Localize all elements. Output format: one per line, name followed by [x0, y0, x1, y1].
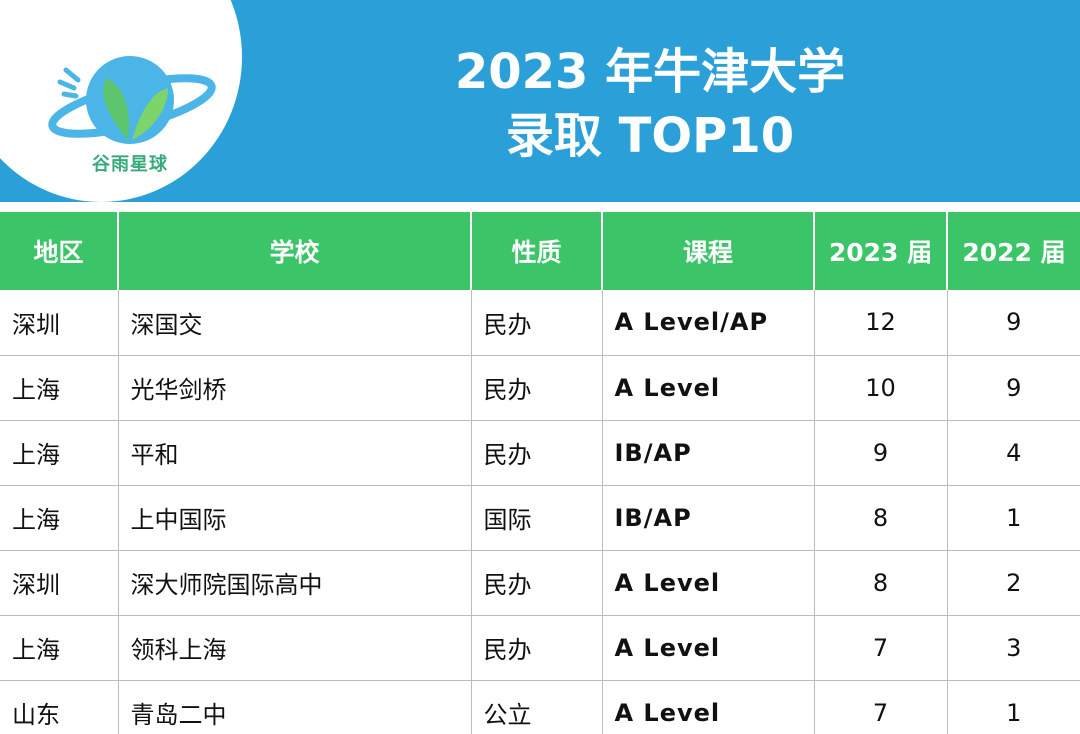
cell-course: A Level [602, 355, 815, 421]
cell-course: IB/AP [602, 420, 815, 486]
cell-region: 深圳 [0, 550, 119, 616]
title-line-2: 录取 TOP10 [505, 108, 795, 164]
header-type: 性质 [471, 212, 603, 290]
cell-region: 上海 [0, 355, 119, 421]
cell-type: 公立 [471, 680, 603, 734]
cell-region: 上海 [0, 615, 119, 681]
cell-school: 深大师院国际高中 [118, 550, 472, 616]
cell-type: 国际 [471, 485, 603, 551]
cell-course: A Level [602, 550, 815, 616]
cell-2023: 7 [814, 680, 948, 734]
table-row: 上海 领科上海 民办 A Level 7 3 [0, 615, 1080, 681]
header-course: 课程 [602, 212, 815, 290]
cell-2023: 12 [814, 290, 948, 356]
cell-school: 光华剑桥 [118, 355, 472, 421]
table-header-row: 地区 学校 性质 课程 2023 届 2022 届 [0, 212, 1080, 290]
table-row: 深圳 深国交 民办 A Level/AP 12 9 [0, 290, 1080, 356]
cell-region: 上海 [0, 485, 119, 551]
cell-2023: 8 [814, 550, 948, 616]
cell-type: 民办 [471, 355, 603, 421]
header-region: 地区 [0, 212, 119, 290]
title-banner: 谷雨星球 2023 年牛津大学 录取 TOP10 [0, 0, 1080, 202]
table-row: 上海 上中国际 国际 IB/AP 8 1 [0, 485, 1080, 551]
cell-region: 深圳 [0, 290, 119, 356]
cell-school: 青岛二中 [118, 680, 472, 734]
cell-2023: 7 [814, 615, 948, 681]
cell-type: 民办 [471, 550, 603, 616]
cell-2023: 9 [814, 420, 948, 486]
cell-type: 民办 [471, 420, 603, 486]
header-2022: 2022 届 [947, 212, 1080, 290]
cell-school: 领科上海 [118, 615, 472, 681]
cell-school: 平和 [118, 420, 472, 486]
logo-text: 谷雨星球 [92, 154, 168, 175]
cell-course: A Level [602, 615, 815, 681]
cell-2022: 4 [947, 420, 1080, 486]
cell-2022: 1 [947, 485, 1080, 551]
cell-course: A Level/AP [602, 290, 815, 356]
cell-region: 上海 [0, 420, 119, 486]
cell-2022: 3 [947, 615, 1080, 681]
cell-course: IB/AP [602, 485, 815, 551]
cell-2023: 10 [814, 355, 948, 421]
cell-school: 深国交 [118, 290, 472, 356]
cell-2022: 2 [947, 550, 1080, 616]
cell-type: 民办 [471, 615, 603, 681]
brand-logo: 谷雨星球 [40, 48, 220, 188]
table-row: 上海 光华剑桥 民办 A Level 10 9 [0, 355, 1080, 421]
cell-2022: 1 [947, 680, 1080, 734]
cell-type: 民办 [471, 290, 603, 356]
table-row: 上海 平和 民办 IB/AP 9 4 [0, 420, 1080, 486]
cell-course: A Level [602, 680, 815, 734]
page-title: 2023 年牛津大学 录取 TOP10 [260, 40, 1040, 168]
header-school: 学校 [118, 212, 472, 290]
sprout-planet-icon [48, 56, 216, 144]
table-row: 山东 青岛二中 公立 A Level 7 1 [0, 680, 1080, 734]
table-row: 深圳 深大师院国际高中 民办 A Level 8 2 [0, 550, 1080, 616]
cell-2022: 9 [947, 355, 1080, 421]
header-2023: 2023 届 [814, 212, 948, 290]
admissions-table: 地区 学校 性质 课程 2023 届 2022 届 深圳 深国交 民办 A Le… [0, 212, 1080, 734]
cell-school: 上中国际 [118, 485, 472, 551]
cell-region: 山东 [0, 680, 119, 734]
cell-2023: 8 [814, 485, 948, 551]
title-line-1: 2023 年牛津大学 [454, 44, 846, 100]
cell-2022: 9 [947, 290, 1080, 356]
